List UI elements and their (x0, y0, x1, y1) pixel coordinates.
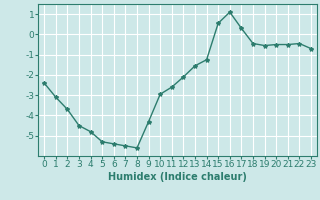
X-axis label: Humidex (Indice chaleur): Humidex (Indice chaleur) (108, 172, 247, 182)
